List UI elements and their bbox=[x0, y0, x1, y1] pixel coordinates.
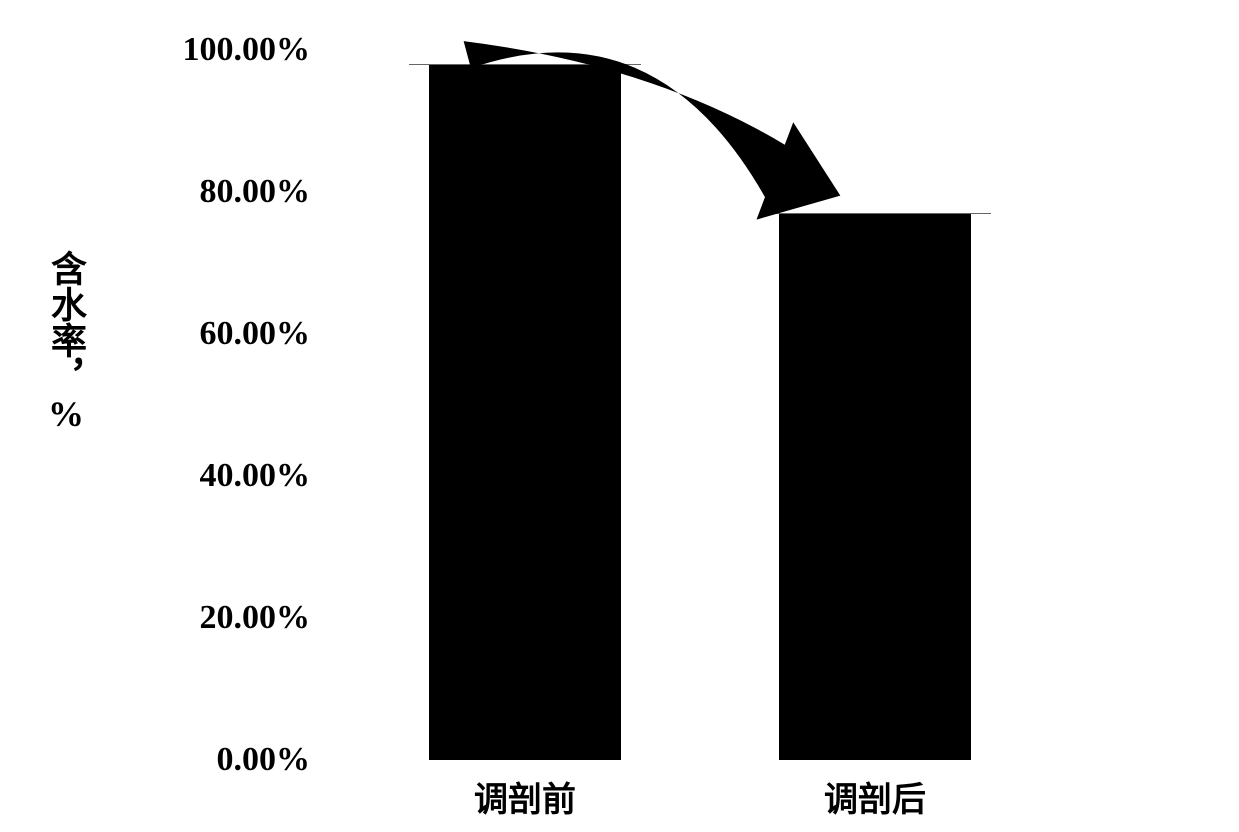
y-tick-label: 0.00% bbox=[110, 741, 310, 779]
x-tick-label: 调剖前 bbox=[474, 772, 576, 821]
arrow-path bbox=[464, 41, 841, 219]
y-axis-label: 含水率，% bbox=[40, 250, 92, 434]
y-tick-label: 20.00% bbox=[110, 599, 310, 637]
decrease-arrow bbox=[350, 15, 1050, 760]
x-tick-label: 调剖后 bbox=[824, 772, 926, 821]
y-tick-label: 100.00% bbox=[110, 31, 310, 69]
y-tick-label: 40.00% bbox=[110, 457, 310, 495]
y-tick-label: 60.00% bbox=[110, 315, 310, 353]
y-tick-label: 80.00% bbox=[110, 173, 310, 211]
bar-chart: 含水率，% 0.00% 20.00% 40.00% 60.00% 80.00% 100.0… bbox=[0, 0, 1239, 832]
